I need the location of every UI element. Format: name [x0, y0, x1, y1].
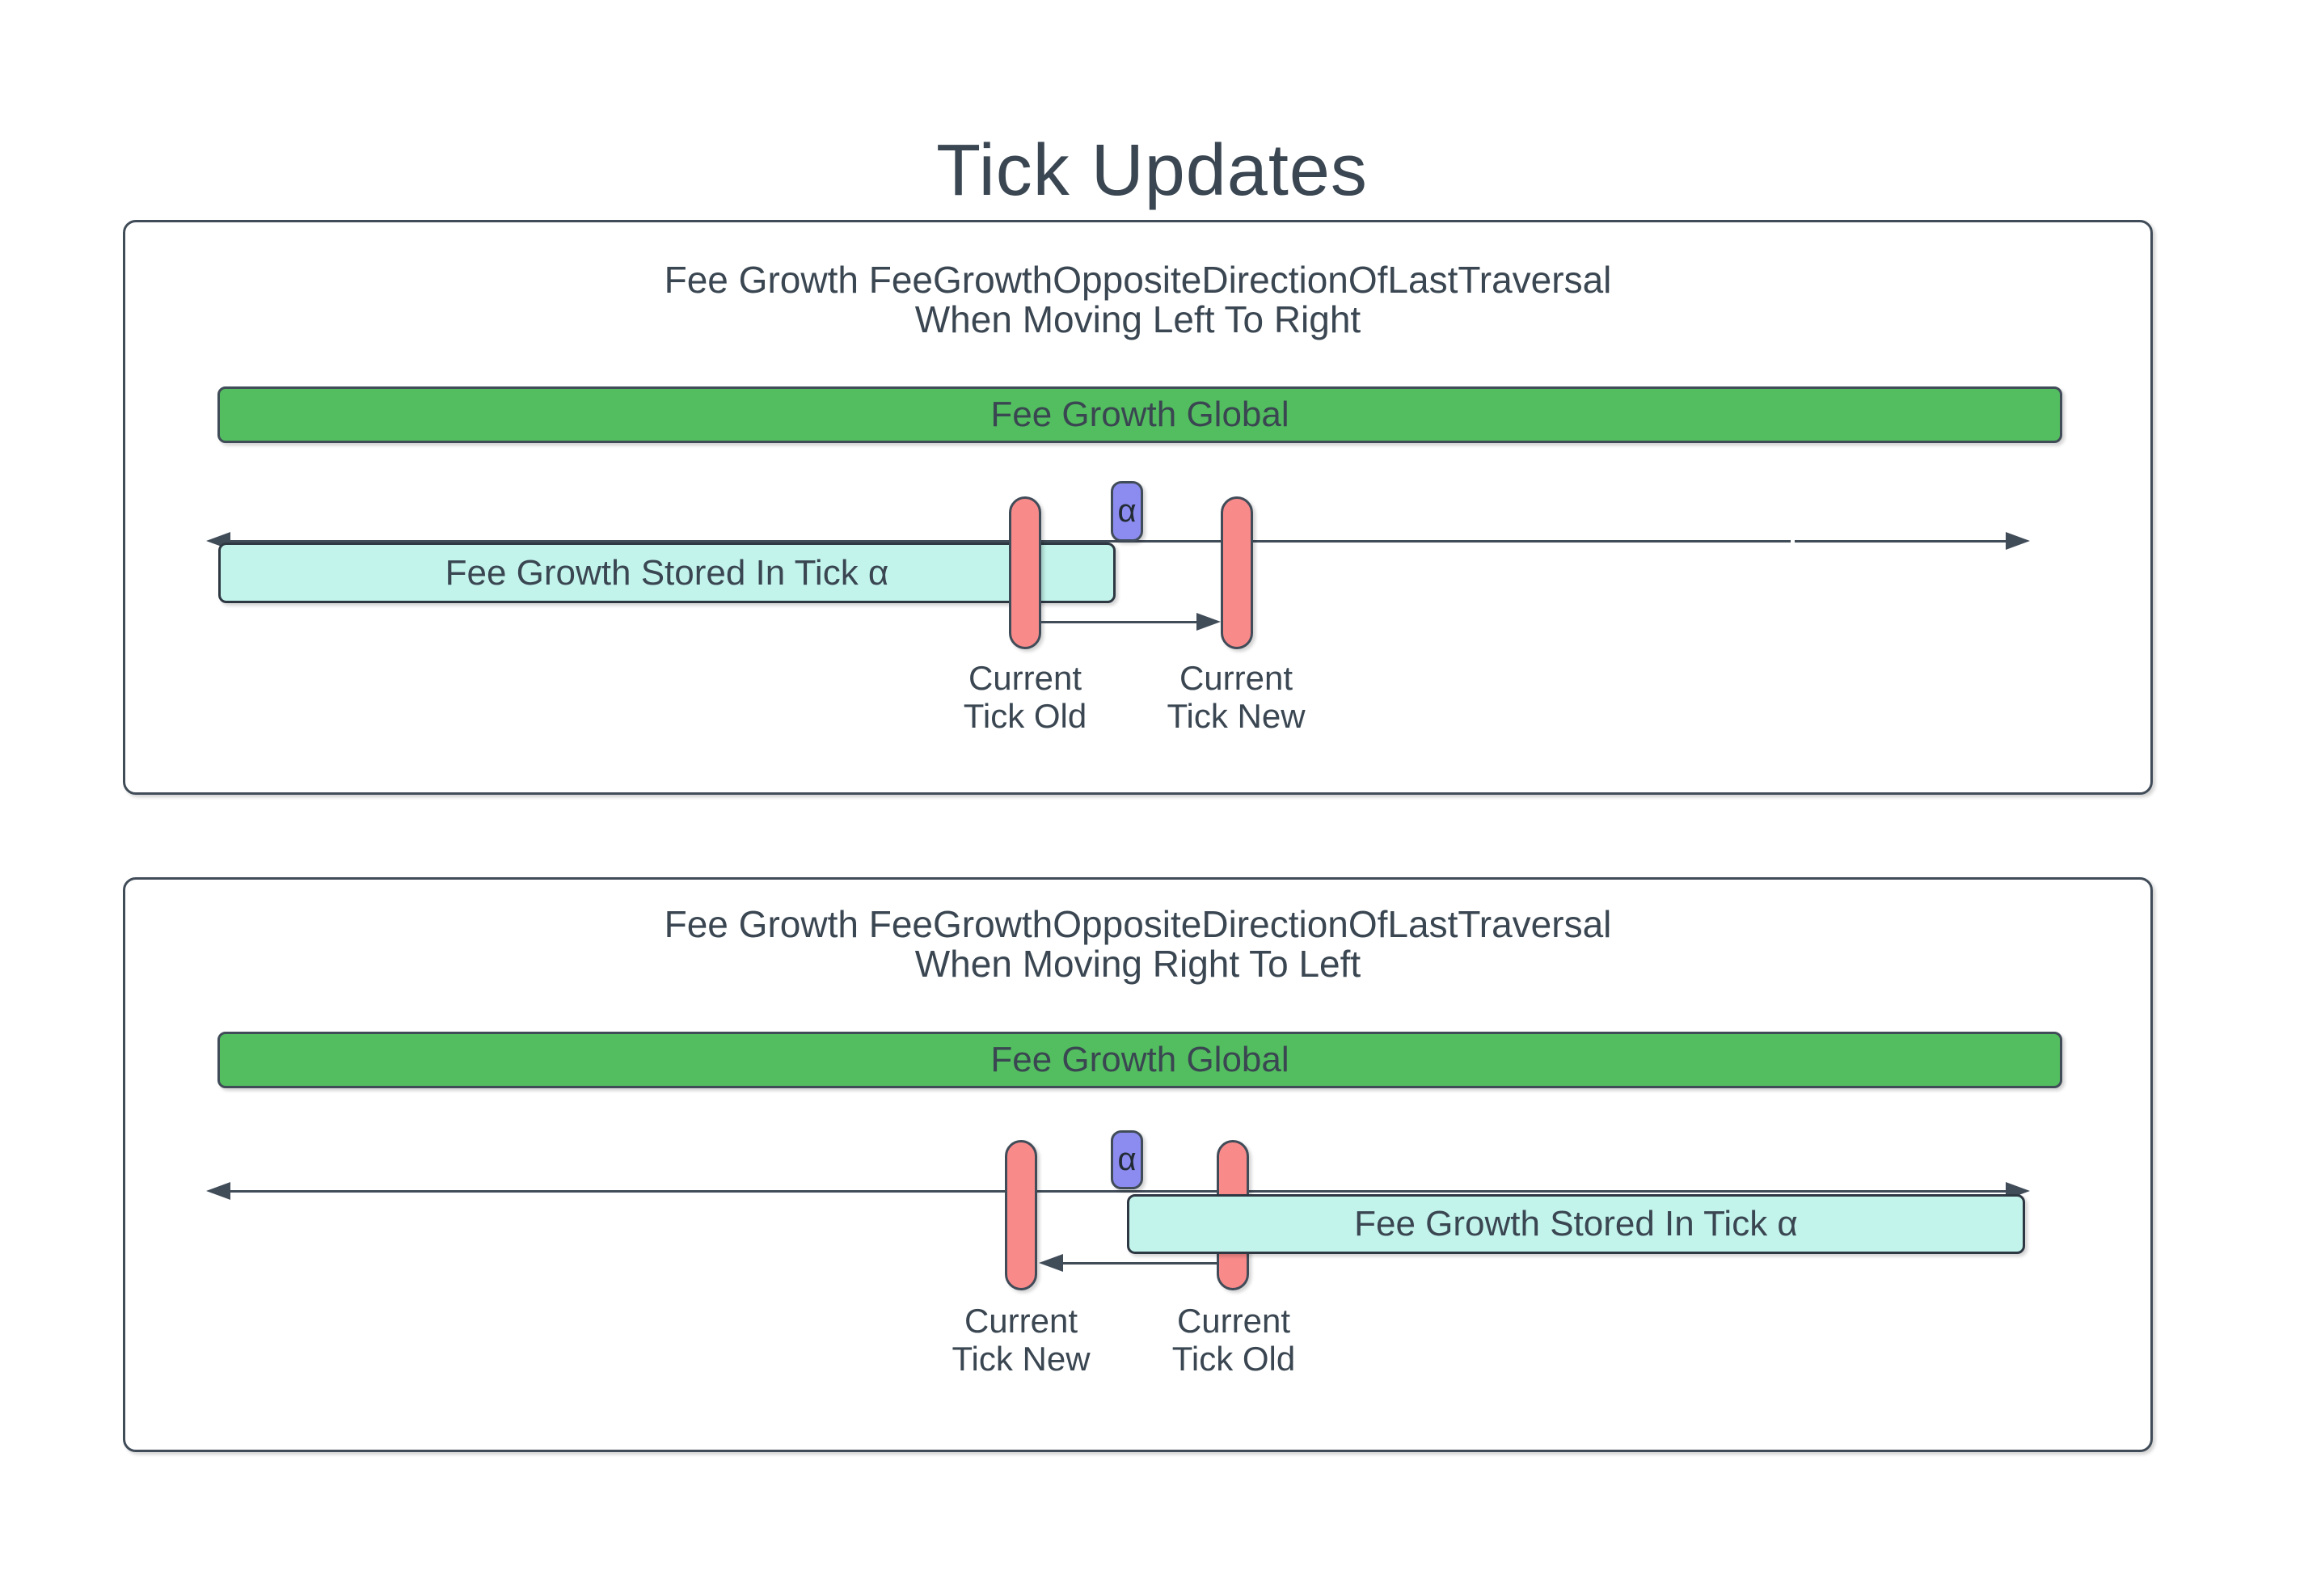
current-tick-old-marker	[1009, 496, 1041, 649]
current-tick-old-label: Current Tick Old	[1171, 1302, 1296, 1378]
fee-growth-global-bar: Fee Growth Global	[217, 1032, 2062, 1088]
alpha-tick-badge: α	[1111, 481, 1143, 542]
tick-axis-line	[229, 1190, 2009, 1193]
alpha-tick-badge: α	[1111, 1130, 1143, 1189]
tick-axis-line-segment	[1795, 540, 2009, 543]
current-tick-new-marker	[1005, 1140, 1037, 1290]
panel-heading-line1: Fee Growth FeeGrowthOppositeDirectionOfL…	[664, 903, 1612, 945]
current-tick-new-marker	[1221, 496, 1253, 649]
current-tick-new-label: Current Tick New	[952, 1302, 1091, 1378]
current-tick-old-label: Current Tick Old	[963, 659, 1087, 735]
fee-growth-stored-label: Fee Growth Stored In Tick α	[1354, 1204, 1798, 1243]
alpha-label: α	[1117, 493, 1137, 529]
panel-left-to-right: Fee Growth FeeGrowthOppositeDirectionOfL…	[123, 220, 2153, 795]
tick-move-arrow-line	[1063, 1262, 1217, 1265]
tick-move-arrowhead-icon	[1039, 1254, 1063, 1272]
tick-move-arrowhead-icon	[1196, 613, 1221, 631]
fee-growth-global-label: Fee Growth Global	[990, 1040, 1289, 1079]
axis-left-arrowhead-icon	[206, 1182, 230, 1200]
fee-growth-global-bar: Fee Growth Global	[217, 386, 2062, 443]
panel-heading-line2: When Moving Left To Right	[914, 298, 1361, 340]
panel-heading-line1: Fee Growth FeeGrowthOppositeDirectionOfL…	[664, 259, 1612, 301]
page-title: Tick Updates	[936, 130, 1368, 211]
panel-right-to-left: Fee Growth FeeGrowthOppositeDirectionOfL…	[123, 877, 2153, 1452]
current-tick-new-label: Current Tick New	[1167, 659, 1306, 735]
panel-heading: Fee Growth FeeGrowthOppositeDirectionOfL…	[125, 260, 2150, 340]
tick-move-arrow-line	[1041, 621, 1196, 623]
alpha-label: α	[1117, 1142, 1137, 1177]
fee-growth-stored-label: Fee Growth Stored In Tick α	[445, 552, 889, 593]
fee-growth-global-label: Fee Growth Global	[990, 395, 1289, 434]
fee-growth-stored-bar: Fee Growth Stored In Tick α	[218, 543, 1116, 603]
fee-growth-stored-bar: Fee Growth Stored In Tick α	[1127, 1194, 2025, 1254]
axis-right-arrowhead-icon	[2006, 532, 2030, 550]
panel-heading: Fee Growth FeeGrowthOppositeDirectionOfL…	[125, 905, 2150, 984]
panel-heading-line2: When Moving Right To Left	[914, 943, 1361, 985]
